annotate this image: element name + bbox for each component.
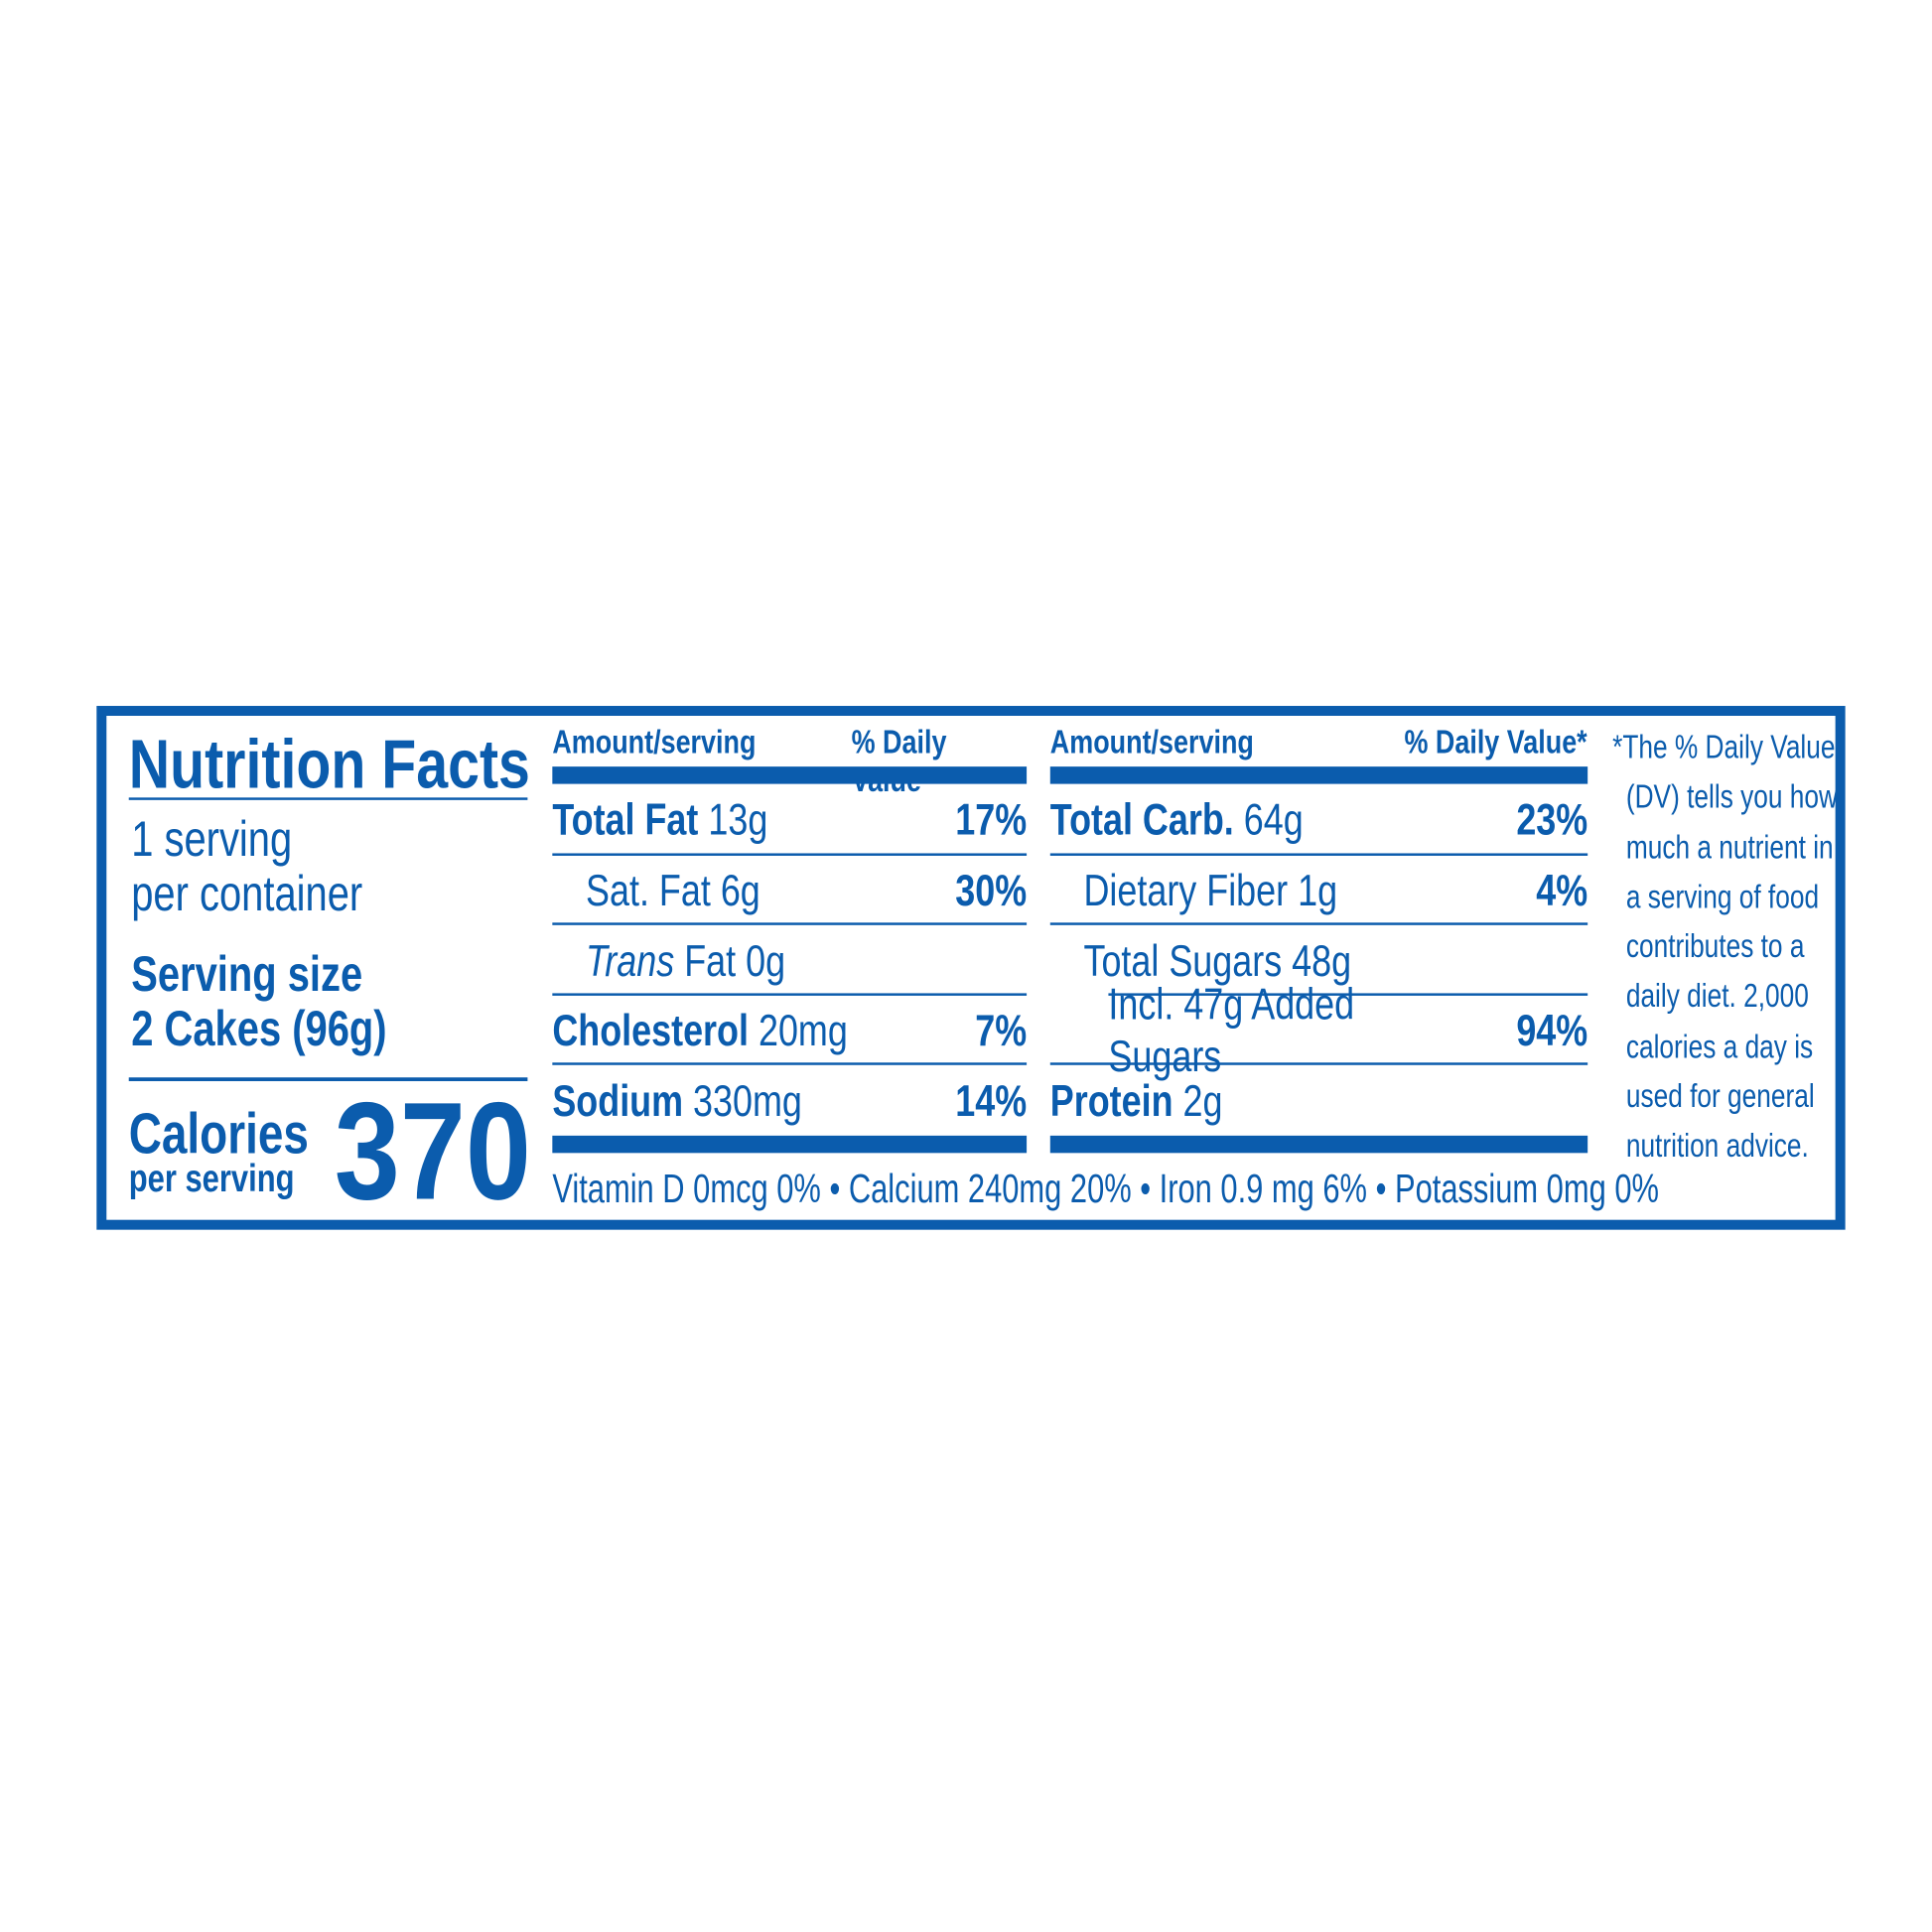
nutrient-row: Incl. 47g Added Sugars 94% (1108, 978, 1588, 1081)
nutrient-row: Sat. Fat 6g 30% (586, 864, 1028, 915)
nutrient-name: Cholesterol 20mg (552, 1004, 848, 1055)
nutrient-name: Sat. Fat 6g (586, 864, 760, 915)
serving-size: Serving size 2 Cakes (96g) (131, 947, 451, 1056)
serving-size-label: Serving size (131, 947, 363, 1003)
nutrient-dv: 23% (1516, 793, 1588, 845)
nutrient-name: Dietary Fiber 1g (1083, 864, 1338, 915)
nutrient-row: Total Fat 13g 17% (552, 793, 1028, 845)
calories-label: Calories (128, 1100, 309, 1166)
nutrient-amount: 64g (1243, 793, 1304, 845)
footnote-line: *The % Daily Value (1612, 728, 1836, 765)
divider (1108, 993, 1588, 996)
nutrient-name: Total Fat 13g (552, 793, 768, 845)
thick-divider (1049, 1135, 1588, 1154)
nutrient-name: Protein 2g (1049, 1074, 1223, 1126)
thick-divider (552, 766, 1028, 784)
servings-line2: per container (131, 867, 363, 922)
nutrient-dv: 30% (955, 864, 1028, 915)
footnote-line: daily diet. 2,000 (1625, 977, 1809, 1016)
divider (1049, 922, 1588, 925)
column-header: Amount/serving % Daily Value* (1050, 723, 1587, 761)
column-header: Amount/serving % Daily Value* (552, 723, 1027, 799)
footnote-line: nutrition advice. (1625, 1127, 1809, 1166)
nutrient-amount: 48g (1292, 934, 1352, 986)
nutrient-name: Trans Fat 0g (586, 934, 786, 986)
divider (128, 1077, 528, 1081)
divider (552, 993, 1028, 996)
nutrient-name: Incl. 47g Added Sugars (1108, 978, 1355, 1081)
footnote-line: a serving of food (1625, 878, 1820, 915)
nutrient-amount: 2g (1182, 1074, 1223, 1126)
footnote-line: (DV) tells you how (1625, 777, 1838, 816)
servings-line1: 1 serving (131, 812, 293, 868)
footnote-line: calories a day is (1625, 1028, 1814, 1065)
calories-value: 370 (334, 1073, 531, 1229)
thick-divider (1049, 766, 1588, 784)
amount-serving-header: Amount/serving (1049, 723, 1254, 760)
divider (552, 922, 1028, 925)
vitamins-minerals: Vitamin D 0mcg 0% • Calcium 240mg 20% • … (552, 1165, 1659, 1211)
nutrient-row: Dietary Fiber 1g 4% (1083, 864, 1588, 915)
daily-value-footnote: *The % Daily Value (DV) tells you how much… (1612, 722, 1898, 1171)
footnote-line: contributes to a (1625, 927, 1805, 965)
thick-divider (552, 1135, 1028, 1154)
nutrient-amount: 20mg (758, 1004, 848, 1055)
nutrient-amount: 13g (708, 793, 768, 845)
nutrient-dv: 17% (955, 793, 1028, 845)
nutrient-row: Protein 2g (1049, 1074, 1587, 1126)
nutrient-row: Trans Fat 0g (586, 934, 1027, 986)
footnote-line: used for general (1625, 1077, 1815, 1115)
title: Nutrition Facts (128, 724, 530, 803)
nutrient-row: Cholesterol 20mg 7% (552, 1004, 1028, 1055)
divider (552, 1062, 1028, 1065)
nutrient-amount: 0g (746, 934, 786, 986)
servings-per-container: 1 serving per container (131, 812, 420, 921)
serving-size-value: 2 Cakes (96g) (131, 1002, 387, 1057)
nutrient-amount: 6g (720, 864, 760, 915)
calories-per-serving: per serving (128, 1157, 295, 1200)
divider (128, 797, 528, 800)
daily-value-header: % Daily Value* (1404, 723, 1588, 760)
nutrient-amount: 1g (1298, 864, 1338, 915)
nutrient-name: Sodium 330mg (552, 1074, 802, 1126)
nutrient-amount: 330mg (693, 1074, 802, 1126)
daily-value-header: % Daily Value* (850, 723, 946, 798)
divider (1049, 1062, 1588, 1065)
label-border (96, 706, 1846, 1230)
nutrient-dv: 14% (955, 1074, 1028, 1126)
divider (552, 853, 1028, 856)
nutrient-dv: 7% (975, 1004, 1028, 1055)
divider (1049, 853, 1588, 856)
nutrient-row: Sodium 330mg 14% (552, 1074, 1028, 1126)
nutrient-dv: 4% (1536, 864, 1588, 915)
nutrient-row: Total Sugars 48g (1083, 934, 1587, 986)
amount-serving-header: Amount/serving (552, 723, 757, 760)
nutrient-row: Total Carb. 64g 23% (1049, 793, 1588, 845)
footnote-line: much a nutrient in (1625, 828, 1834, 866)
nutrient-dv: 94% (1516, 1004, 1588, 1055)
nutrient-name: Total Carb. 64g (1049, 793, 1304, 845)
nutrient-name: Total Sugars 48g (1083, 934, 1352, 986)
